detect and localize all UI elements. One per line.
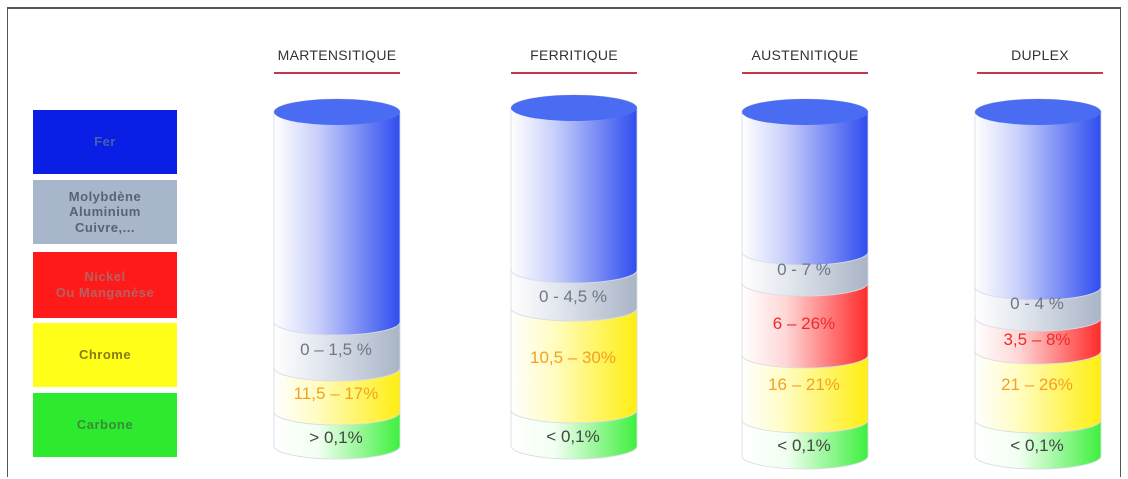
- column-title-duplex: DUPLEX: [1011, 47, 1069, 63]
- column-underline: [977, 72, 1103, 74]
- legend-fer-label: Fer: [94, 134, 116, 150]
- segment-label-austenitique-nickel: 6 – 26%: [772, 314, 836, 333]
- legend-chrome-label: Chrome: [78, 347, 132, 363]
- segment-label-ferritique-carbone: < 0,1%: [546, 427, 600, 446]
- segment-fer: [273, 98, 401, 336]
- segment-fer: [510, 94, 638, 284]
- segment-label-austenitique-moly: 0 - 7 %: [777, 260, 831, 279]
- cylinder-top: [274, 99, 400, 125]
- legend-nickel: Nickel Ou Manganèse: [33, 252, 177, 318]
- segment-label-austenitique-carbone: < 0,1%: [777, 436, 831, 455]
- segment-label-duplex-carbone: < 0,1%: [1010, 436, 1064, 455]
- column-underline: [511, 72, 637, 74]
- legend-carbone-label: Carbone: [76, 417, 134, 433]
- segment-label-martensitique-moly: 0 – 1,5 %: [300, 340, 372, 359]
- segment-label-austenitique-chrome: 16 – 21%: [768, 375, 840, 394]
- cylinder-top: [742, 99, 868, 125]
- segment-fer: [974, 98, 1102, 301]
- legend-fer: Fer: [33, 110, 177, 174]
- column-underline: [742, 72, 868, 74]
- segment-label-duplex-nickel: 3,5 – 8%: [1003, 330, 1071, 349]
- cylinder-ferritique: [510, 94, 638, 460]
- column-title-martensitique: MARTENSITIQUE: [277, 47, 397, 63]
- cylinder-martensitique: [273, 98, 401, 460]
- segment-label-duplex-chrome: 21 – 26%: [1001, 375, 1073, 394]
- legend-carbone: Carbone: [33, 393, 177, 457]
- segment-label-ferritique-chrome: 10,5 – 30%: [529, 348, 616, 367]
- segment-label-ferritique-moly: 0 - 4,5 %: [538, 287, 608, 306]
- legend-molybdene: Molybdène Aluminium Cuivre,...: [33, 180, 177, 244]
- cylinder-top: [511, 95, 637, 121]
- segment-label-duplex-moly: 0 - 4 %: [1010, 294, 1064, 313]
- legend-nickel-label: Nickel Ou Manganèse: [55, 269, 155, 300]
- legend-chrome: Chrome: [33, 323, 177, 387]
- cylinder-duplex: [974, 98, 1102, 470]
- column-underline: [274, 72, 400, 74]
- segment-fer: [741, 98, 869, 266]
- legend-molybdene-label: Molybdène Aluminium Cuivre,...: [68, 188, 142, 235]
- cylinder-austenitique: [741, 98, 869, 470]
- column-title-austenitique: AUSTENITIQUE: [751, 47, 859, 63]
- segment-label-martensitique-carbone: > 0,1%: [309, 428, 363, 447]
- cylinder-top: [975, 99, 1101, 125]
- column-title-ferritique: FERRITIQUE: [530, 47, 618, 63]
- segment-label-martensitique-chrome: 11,5 – 17%: [293, 384, 379, 403]
- diagram-frame: [7, 7, 1121, 477]
